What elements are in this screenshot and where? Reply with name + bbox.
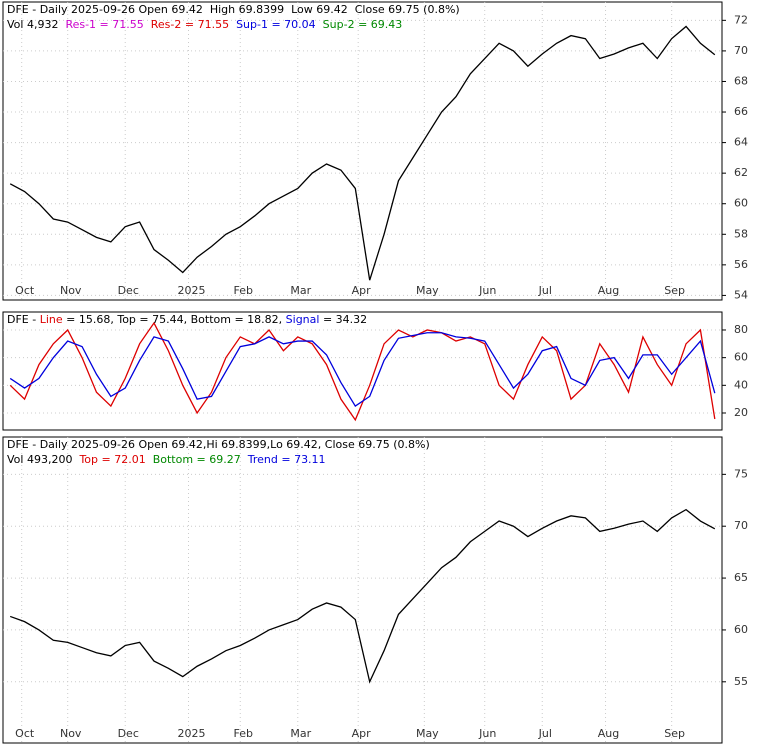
x-tick-label: May [416,284,439,297]
header-part: Sup-2 = 69.43 [323,18,403,31]
header-part: DFE - Daily 2025-09-26 Open 69.42,Hi 69.… [7,438,430,451]
x-tick-label: May [416,727,439,740]
header-part: Line [40,313,63,326]
y-tick-label: 60 [734,623,748,636]
y-tick-label: 56 [734,258,748,271]
price-line [9,321,716,422]
x-tick-label: Aug [598,284,619,297]
y-tick-label: 40 [734,378,748,391]
price-line [9,332,716,407]
panel [2,1,723,301]
x-tick-label: Sep [664,727,685,740]
x-tick-label: Jul [538,727,552,740]
x-tick-label: Mar [290,727,311,740]
y-tick-label: 58 [734,227,748,240]
header-part: = 15.68, Top = 75.44, Bottom = 18.82, [63,313,286,326]
y-tick-label: 64 [734,136,748,149]
y-tick-label: 60 [734,351,748,364]
header: Vol 4,932 Res-1 = 71.55 Res-2 = 71.55 Su… [7,18,402,31]
x-tick-label: 2025 [178,727,206,740]
header-part: Signal [286,313,320,326]
y-tick-label: 75 [734,467,748,480]
y-tick-label: 70 [734,519,748,532]
y-tick-label: 68 [734,74,748,87]
header-part: Trend = 73.11 [247,453,326,466]
header: DFE - Daily 2025-09-26 Open 69.42,Hi 69.… [7,438,430,451]
y-tick-label: 65 [734,571,748,584]
x-tick-label: Feb [234,727,253,740]
y-tick-label: 20 [734,406,748,419]
header-part: Vol 493,200 [7,453,79,466]
header: DFE - Daily 2025-09-26 Open 69.42 High 6… [7,3,460,16]
y-tick-label: 60 [734,197,748,210]
header-part: DFE - Daily 2025-09-26 Open 69.42 High 6… [7,3,460,16]
x-tick-label: Feb [234,284,253,297]
header: Vol 493,200 Top = 72.01 Bottom = 69.27 T… [7,453,326,466]
x-tick-label: Nov [60,284,82,297]
panel [2,436,723,744]
header-part: Sup-1 = 70.04 [236,18,323,31]
header-part: Vol 4,932 [7,18,65,31]
x-tick-label: Apr [352,284,372,297]
price-line [9,25,716,281]
y-tick-label: 72 [734,13,748,26]
y-tick-label: 80 [734,323,748,336]
header: DFE - Line = 15.68, Top = 75.44, Bottom … [7,313,367,326]
y-tick-label: 66 [734,105,748,118]
header-part: = 34.32 [319,313,367,326]
price-line [9,508,716,684]
header-part: Bottom = 69.27 [153,453,248,466]
x-tick-label: Apr [352,727,372,740]
x-tick-label: Oct [15,727,35,740]
panel [2,311,723,431]
x-tick-label: Nov [60,727,82,740]
x-tick-label: Mar [290,284,311,297]
x-tick-label: Oct [15,284,35,297]
header-part: Res-1 = 71.55 [65,18,150,31]
header-part: DFE - [7,313,40,326]
header-part: Top = 72.01 [78,453,152,466]
y-tick-label: 54 [734,288,748,301]
x-tick-label: Dec [118,284,139,297]
header-part: Res-2 = 71.55 [151,18,236,31]
x-tick-label: Jun [478,284,496,297]
y-tick-label: 55 [734,675,748,688]
y-tick-label: 70 [734,44,748,57]
x-tick-label: Aug [598,727,619,740]
x-tick-label: Sep [664,284,685,297]
x-tick-label: Dec [118,727,139,740]
x-tick-label: Jul [538,284,552,297]
x-tick-label: Jun [478,727,496,740]
x-tick-label: 2025 [178,284,206,297]
y-tick-label: 62 [734,166,748,179]
